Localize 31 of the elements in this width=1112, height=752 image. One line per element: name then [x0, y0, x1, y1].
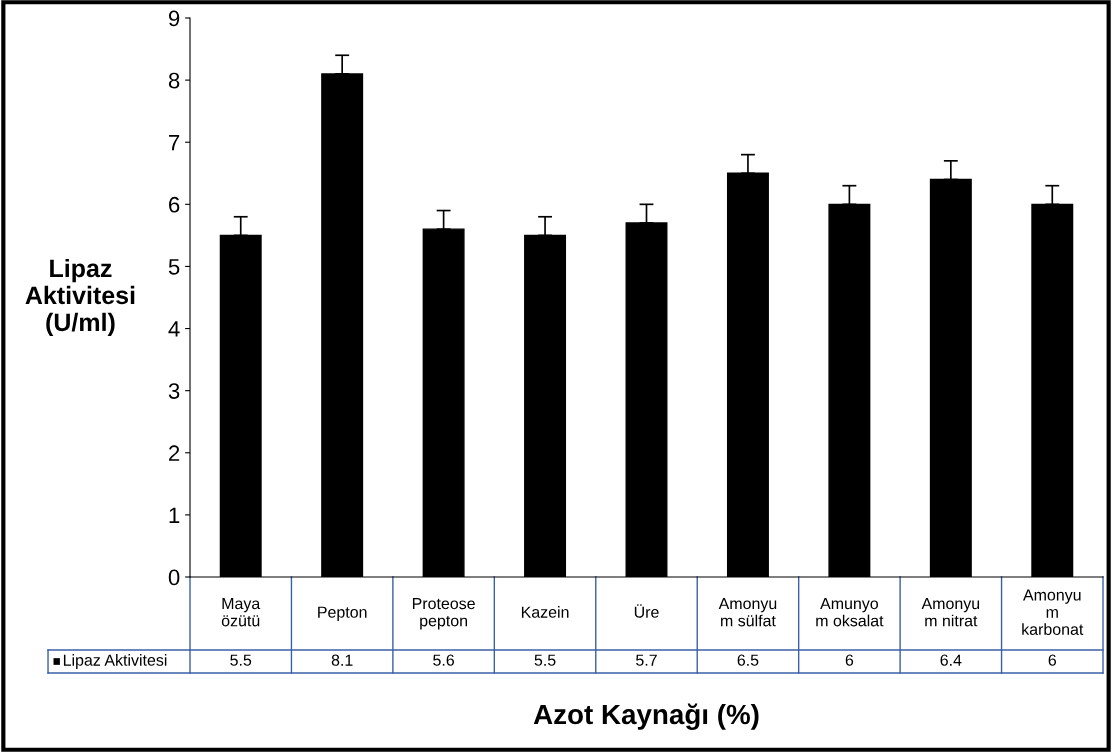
y-tick-label: 6 — [169, 196, 180, 213]
x-tick-label: Maya özütü — [221, 598, 261, 627]
x-tick-label: Amonyu m nitrat — [921, 598, 980, 627]
legend-label: Lipaz Aktivitesi — [63, 654, 167, 669]
y-tick-label: 4 — [168, 321, 180, 337]
data-label: 5.7 — [636, 654, 657, 666]
y-tick-label: 3 — [168, 383, 180, 399]
x-tick-label: Amonyu m karbonat — [1022, 589, 1084, 635]
data-label: 6.4 — [940, 654, 962, 666]
data-label: 6 — [845, 654, 854, 666]
data-label: 5.5 — [534, 654, 556, 666]
y-tick-label: 9 — [168, 10, 180, 27]
y-tick-label: 1 — [169, 507, 180, 523]
y-tick-label: 8 — [168, 72, 180, 89]
y-tick-label: 5 — [168, 259, 180, 275]
data-label: 8.1 — [331, 654, 353, 666]
x-tick-label: Üre — [634, 604, 659, 618]
y-tick-label: 7 — [169, 134, 180, 151]
x-tick-label: Amunyo m oksalat — [816, 598, 884, 627]
x-tick-label: Proteose pepton — [412, 598, 475, 630]
x-axis-title: Azot Kaynağı (%) — [533, 703, 759, 730]
y-tick-label: 0 — [168, 569, 180, 586]
y-tick-label: 2 — [169, 445, 180, 461]
data-label: 6 — [1048, 654, 1057, 666]
x-tick-label: Kazein — [521, 606, 569, 618]
y-axis-title: Lipaz Aktivitesi (U/ml) — [25, 258, 135, 337]
data-label: 5.6 — [433, 654, 455, 666]
x-tick-label: Amonyu m sülfat — [718, 598, 777, 627]
x-tick-label: Pepton — [318, 606, 367, 621]
data-label: 5.5 — [230, 654, 252, 666]
data-label: 6.5 — [737, 654, 759, 666]
